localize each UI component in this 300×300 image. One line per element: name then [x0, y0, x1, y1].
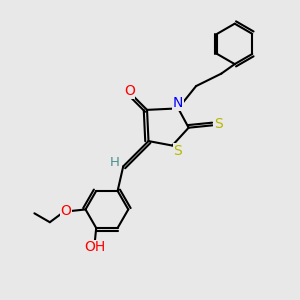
Text: S: S [173, 144, 182, 158]
Text: O: O [61, 204, 72, 218]
Text: S: S [214, 117, 223, 131]
Text: N: N [173, 96, 183, 110]
Text: H: H [110, 156, 120, 169]
Text: O: O [124, 84, 135, 98]
Text: OH: OH [84, 240, 105, 254]
